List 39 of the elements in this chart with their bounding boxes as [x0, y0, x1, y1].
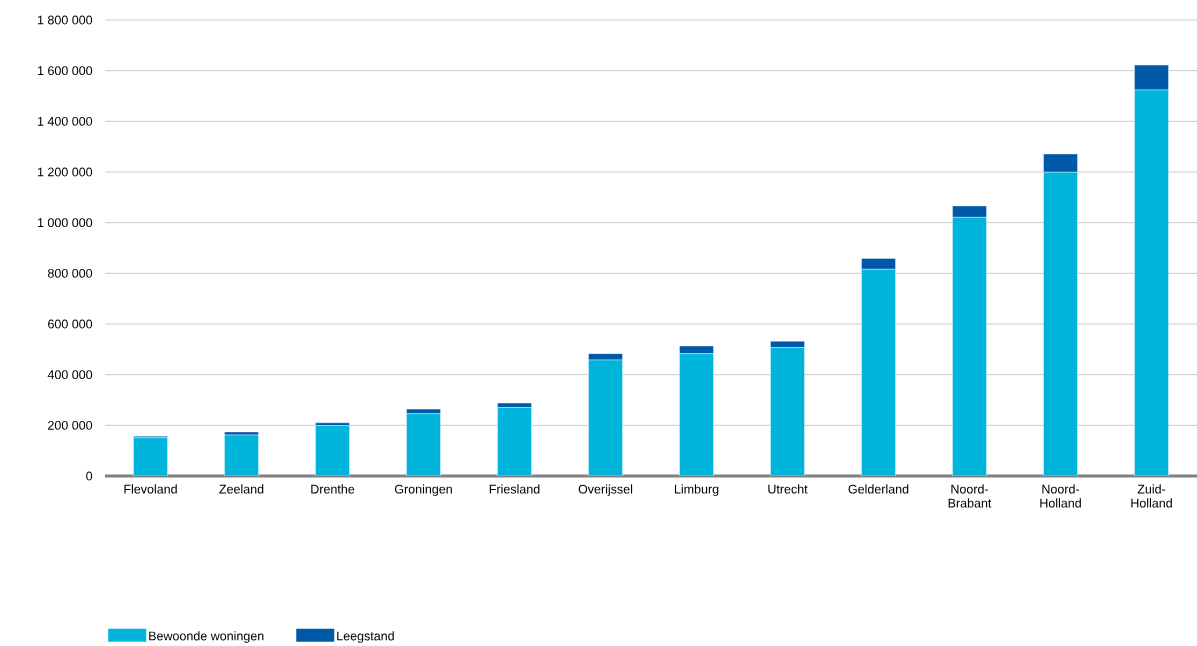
y-tick-label: 1 800 000 [37, 15, 93, 25]
bar [861, 258, 896, 270]
x-tick-label: Gelderland [848, 484, 909, 494]
bar [952, 205, 987, 218]
x-tick-label: Drenthe [311, 484, 355, 494]
y-tick-label: 400 000 [47, 370, 93, 380]
x-tick-label: Overijssel [578, 484, 633, 497]
bar [497, 407, 532, 476]
x-tick-label: Zuid-Holland [1131, 484, 1172, 508]
y-tick-label: 800 000 [48, 268, 93, 278]
x-tick-label: Groningen [394, 484, 452, 497]
bar [224, 434, 259, 476]
bar [133, 437, 168, 476]
legend-label: Bewoonde woningen [149, 631, 264, 643]
x-tick-label: Noord-Brabant [948, 484, 992, 508]
bar [952, 217, 987, 476]
bar [861, 269, 896, 476]
bar [679, 353, 714, 476]
y-tick-label: 1 600 000 [37, 66, 93, 76]
x-tick-label: Utrecht [768, 484, 808, 494]
x-tick-label: Noord-Holland [1040, 484, 1081, 508]
legend-label: Leegstand [337, 631, 394, 643]
x-tick-label: Limburg [674, 484, 719, 497]
bar [315, 425, 350, 476]
y-tick-label: 1 200 000 [37, 167, 93, 177]
bar [1134, 89, 1169, 476]
y-tick-label: 1 000 000 [37, 218, 93, 228]
bar [406, 413, 441, 476]
x-tick-label: Zeeland [219, 484, 264, 494]
bar [588, 359, 623, 476]
x-tick-label: Flevoland [124, 484, 177, 494]
x-tick-label: Friesland [489, 484, 540, 494]
bar [1043, 172, 1078, 476]
bar [1043, 153, 1078, 173]
y-tick-label: 0 [86, 471, 93, 481]
y-tick-label: 1 400 000 [37, 116, 93, 126]
y-tick-label: 200 000 [48, 420, 93, 430]
bar [770, 347, 805, 476]
y-tick-label: 600 000 [48, 319, 93, 329]
